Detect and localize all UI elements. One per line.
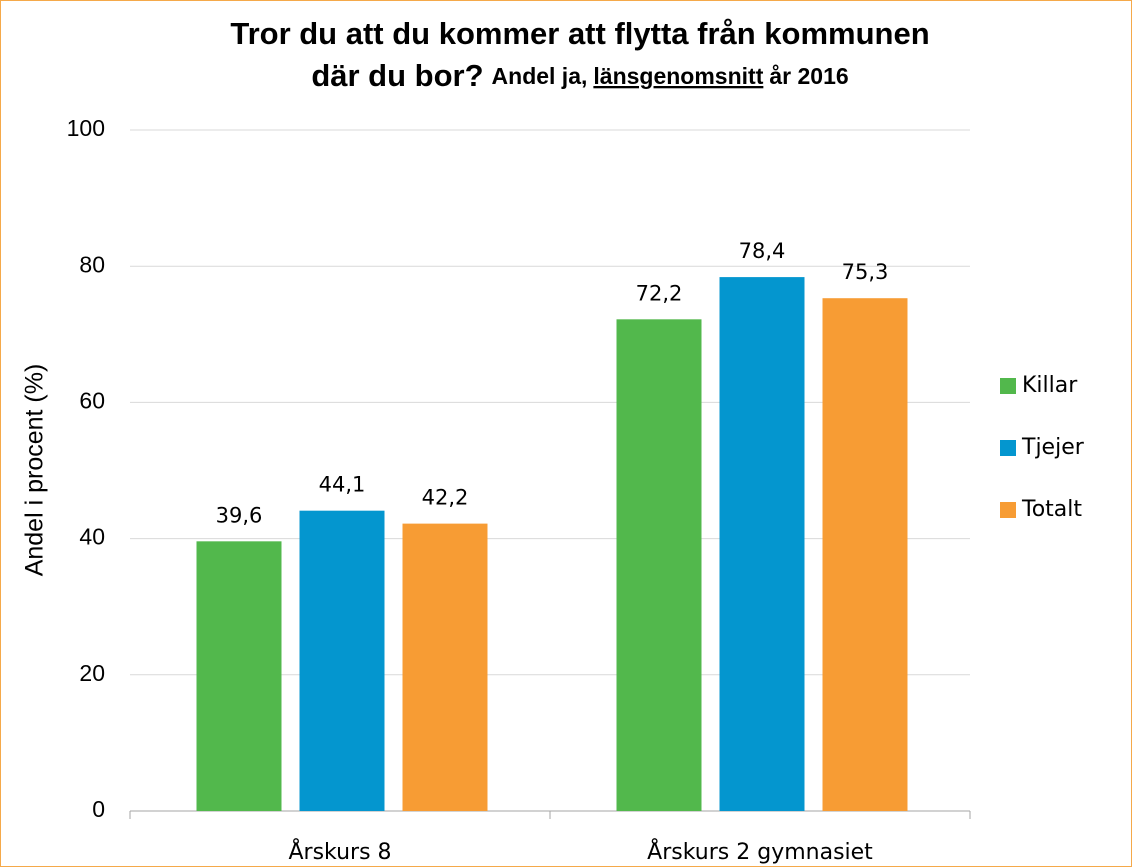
chart-title: Tror du att du kommer att flytta från ko… <box>230 16 929 51</box>
chart-subtitle: länsgenomsnitt <box>593 63 763 89</box>
bar <box>616 319 702 811</box>
value-label: 42,2 <box>422 486 469 510</box>
value-label: 75,3 <box>842 260 889 284</box>
chart-title-line2: där du bor? Andel ja, länsgenomsnitt år 201… <box>311 58 848 93</box>
bar <box>196 541 282 811</box>
y-tick-label: 100 <box>67 115 105 141</box>
value-label: 39,6 <box>216 503 263 527</box>
y-tick-label: 0 <box>92 796 105 822</box>
legend-swatch <box>1000 378 1016 394</box>
value-label: 44,1 <box>319 473 366 497</box>
legend-label: Killar <box>1022 373 1078 398</box>
bar <box>402 523 488 811</box>
y-tick-label: 40 <box>79 524 105 550</box>
legend-swatch <box>1000 440 1016 456</box>
chart-title: där du bor? <box>311 58 483 93</box>
legend-label: Totalt <box>1021 497 1082 522</box>
x-tick-label: Årskurs 8 <box>288 838 391 865</box>
y-tick-label: 20 <box>79 660 105 686</box>
value-label: 72,2 <box>636 281 683 305</box>
bar <box>719 277 805 811</box>
legend-label: Tjejer <box>1021 435 1085 460</box>
x-tick-label: Årskurs 2 gymnasiet <box>647 838 873 865</box>
chart-subtitle: år 2016 <box>769 63 848 89</box>
bar <box>299 510 385 811</box>
y-axis-label: Andel i procent (%) <box>21 364 49 577</box>
y-tick-label: 60 <box>79 387 105 413</box>
value-label: 78,4 <box>739 239 786 263</box>
chart-subtitle: Andel ja, <box>492 63 588 89</box>
legend-swatch <box>1000 502 1016 518</box>
y-tick-label: 80 <box>79 251 105 277</box>
bar <box>822 298 908 811</box>
